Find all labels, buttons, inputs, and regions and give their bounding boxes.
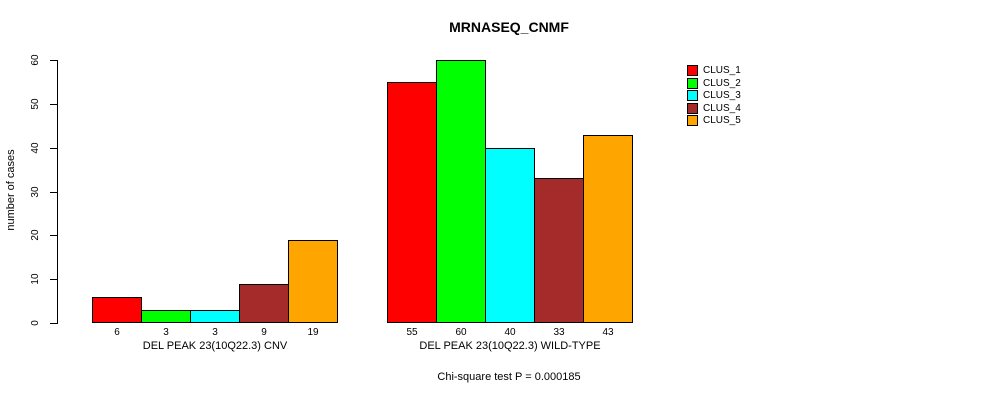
y-tick-label: 50: [30, 98, 41, 110]
bar-value-label: 6: [114, 327, 120, 338]
x-group-label: DEL PEAK 23(10Q22.3) WILD-TYPE: [419, 340, 601, 352]
y-tick: [50, 148, 57, 149]
y-tick-label: 30: [30, 186, 41, 198]
y-axis-line: [57, 60, 58, 324]
legend-swatch-clus_1: [687, 65, 698, 76]
legend-label-clus_5: CLUS_5: [703, 115, 741, 126]
y-tick-label: 10: [30, 273, 41, 285]
y-axis-label: number of cases: [5, 149, 17, 231]
y-tick: [50, 60, 57, 61]
bar-value-label: 19: [307, 327, 319, 338]
bar-value-label: 40: [504, 327, 516, 338]
bar-value-label: 3: [163, 327, 169, 338]
bar-value-label: 43: [602, 327, 614, 338]
chi-square-caption: Chi-square test P = 0.000185: [437, 371, 581, 383]
bar-value-label: 9: [261, 327, 267, 338]
chart-title: MRNASEQ_CNMF: [449, 19, 569, 35]
legend-label-clus_2: CLUS_2: [703, 78, 741, 89]
legend-swatch-clus_3: [687, 90, 698, 101]
legend-label-clus_1: CLUS_1: [703, 65, 741, 76]
y-tick-label: 0: [30, 320, 41, 326]
legend-swatch-clus_5: [687, 115, 698, 126]
bar-clus_5-group2: [583, 135, 633, 323]
y-tick: [50, 104, 57, 105]
bar-clus_3-group1: [190, 310, 240, 323]
bar-clus_2-group1: [141, 310, 191, 323]
bar-value-label: 60: [455, 327, 467, 338]
bar-value-label: 3: [212, 327, 218, 338]
bar-clus_3-group2: [485, 148, 535, 323]
bar-clus_4-group2: [534, 178, 584, 323]
y-tick: [50, 279, 57, 280]
bar-clus_1-group1: [92, 297, 142, 323]
bar-clus_5-group1: [288, 240, 338, 323]
bar-value-label: 33: [553, 327, 565, 338]
legend-label-clus_3: CLUS_3: [703, 90, 741, 101]
y-tick-label: 20: [30, 229, 41, 241]
y-tick-label: 60: [30, 54, 41, 66]
y-tick-label: 40: [30, 142, 41, 154]
bar-value-label: 55: [406, 327, 418, 338]
y-tick: [50, 192, 57, 193]
y-tick: [50, 323, 57, 324]
bar-clus_4-group1: [239, 284, 289, 323]
legend-label-clus_4: CLUS_4: [703, 103, 741, 114]
legend-swatch-clus_2: [687, 78, 698, 89]
bar-clus_1-group2: [387, 82, 437, 323]
legend-swatch-clus_4: [687, 103, 698, 114]
bar-clus_2-group2: [436, 60, 486, 323]
x-group-label: DEL PEAK 23(10Q22.3) CNV: [142, 340, 288, 352]
y-tick: [50, 235, 57, 236]
